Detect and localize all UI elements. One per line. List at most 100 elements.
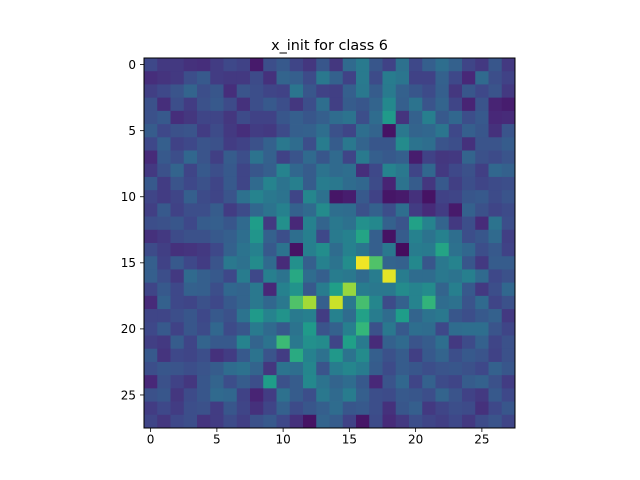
heatmap-cell <box>488 203 503 217</box>
heatmap-cell <box>501 388 516 402</box>
heatmap-cell <box>276 295 291 310</box>
heatmap-cell <box>144 71 158 85</box>
x-tick-label: 25 <box>474 433 489 447</box>
heatmap-cell <box>144 269 158 284</box>
heatmap-cell <box>223 375 238 389</box>
heatmap-cell <box>183 375 198 389</box>
heatmap-cell <box>395 124 410 138</box>
heatmap-cell <box>448 71 463 85</box>
heatmap-cell <box>210 335 224 350</box>
heatmap-cell <box>223 361 238 376</box>
x-tick-label: 5 <box>213 433 221 447</box>
heatmap-cell <box>276 137 291 151</box>
heatmap-cell <box>422 388 436 402</box>
heatmap-cell <box>488 388 503 402</box>
heatmap-cell <box>356 322 370 336</box>
heatmap-cell <box>448 58 463 72</box>
heatmap-cell <box>422 203 436 217</box>
heatmap-cell <box>448 243 463 257</box>
heatmap-cell <box>157 163 171 178</box>
heatmap-cell <box>316 322 330 336</box>
heatmap-cell <box>223 58 238 72</box>
heatmap-cell <box>303 203 317 217</box>
heatmap-cell <box>223 110 238 125</box>
heatmap-cell <box>369 137 383 151</box>
heatmap-cell <box>144 163 158 178</box>
heatmap-cell <box>170 269 185 284</box>
heatmap-cell <box>369 203 383 217</box>
heatmap-cell <box>236 71 251 85</box>
heatmap-cell <box>448 124 463 138</box>
heatmap-cell <box>501 176 516 191</box>
heatmap-cell <box>448 401 463 416</box>
heatmap-cell <box>356 176 370 191</box>
heatmap-cell <box>157 269 171 284</box>
heatmap-cell <box>144 256 158 270</box>
heatmap-cell <box>369 71 383 85</box>
heatmap-cell <box>448 110 463 125</box>
heatmap-cell <box>409 71 423 85</box>
heatmap-cell <box>409 229 423 244</box>
heatmap-cell <box>236 282 251 297</box>
heatmap-cell <box>501 190 516 204</box>
heatmap-cell <box>170 256 185 270</box>
heatmap-cell <box>183 150 198 165</box>
heatmap-cell <box>170 282 185 297</box>
heatmap-cell <box>223 414 238 429</box>
heatmap-cell <box>183 388 198 402</box>
heatmap-cell <box>462 203 476 217</box>
heatmap-cell <box>183 216 198 231</box>
heatmap-cell <box>303 243 317 257</box>
heatmap-cell <box>183 163 198 178</box>
heatmap-cell <box>236 58 251 72</box>
heatmap-cell <box>448 269 463 284</box>
heatmap-cell <box>462 361 476 376</box>
heatmap-cell <box>462 229 476 244</box>
heatmap-cell <box>303 361 317 376</box>
heatmap-cell <box>289 97 304 112</box>
heatmap-cell <box>144 414 158 429</box>
heatmap-cell <box>475 335 489 350</box>
heatmap-cell <box>369 229 383 244</box>
heatmap-cell <box>157 203 171 217</box>
heatmap-cell <box>342 229 357 244</box>
heatmap-cell <box>475 110 489 125</box>
heatmap-cell <box>197 58 211 72</box>
heatmap-cell <box>289 203 304 217</box>
heatmap-cell <box>144 124 158 138</box>
heatmap-cell <box>144 110 158 125</box>
heatmap-cell <box>382 97 397 112</box>
heatmap-cell <box>250 243 264 257</box>
heatmap-cell <box>250 269 264 284</box>
heatmap-cell <box>409 295 423 310</box>
heatmap-cell <box>170 322 185 336</box>
heatmap-cell <box>263 163 277 178</box>
heatmap-cell <box>382 137 397 151</box>
heatmap-cell <box>422 163 436 178</box>
heatmap-cell <box>356 163 370 178</box>
heatmap-cell <box>342 216 357 231</box>
heatmap-cell <box>197 137 211 151</box>
x-tick-label: 15 <box>342 433 357 447</box>
heatmap-cell <box>250 295 264 310</box>
heatmap-cell <box>303 84 317 99</box>
heatmap-cell <box>488 361 503 376</box>
heatmap-cell <box>382 216 397 231</box>
heatmap-cell <box>382 243 397 257</box>
heatmap-cell <box>289 58 304 72</box>
heatmap-cell <box>475 137 489 151</box>
heatmap-cell <box>435 203 450 217</box>
heatmap-cell <box>369 256 383 270</box>
heatmap-cell <box>183 203 198 217</box>
heatmap-cell <box>250 137 264 151</box>
heatmap-cell <box>395 243 410 257</box>
heatmap-cell <box>488 84 503 99</box>
heatmap-cell <box>342 84 357 99</box>
heatmap-cell <box>144 58 158 72</box>
heatmap-cell <box>422 84 436 99</box>
heatmap-cell <box>157 137 171 151</box>
heatmap-cell <box>263 243 277 257</box>
heatmap-cell <box>223 401 238 416</box>
heatmap-cell <box>435 243 450 257</box>
heatmap-cell <box>250 58 264 72</box>
